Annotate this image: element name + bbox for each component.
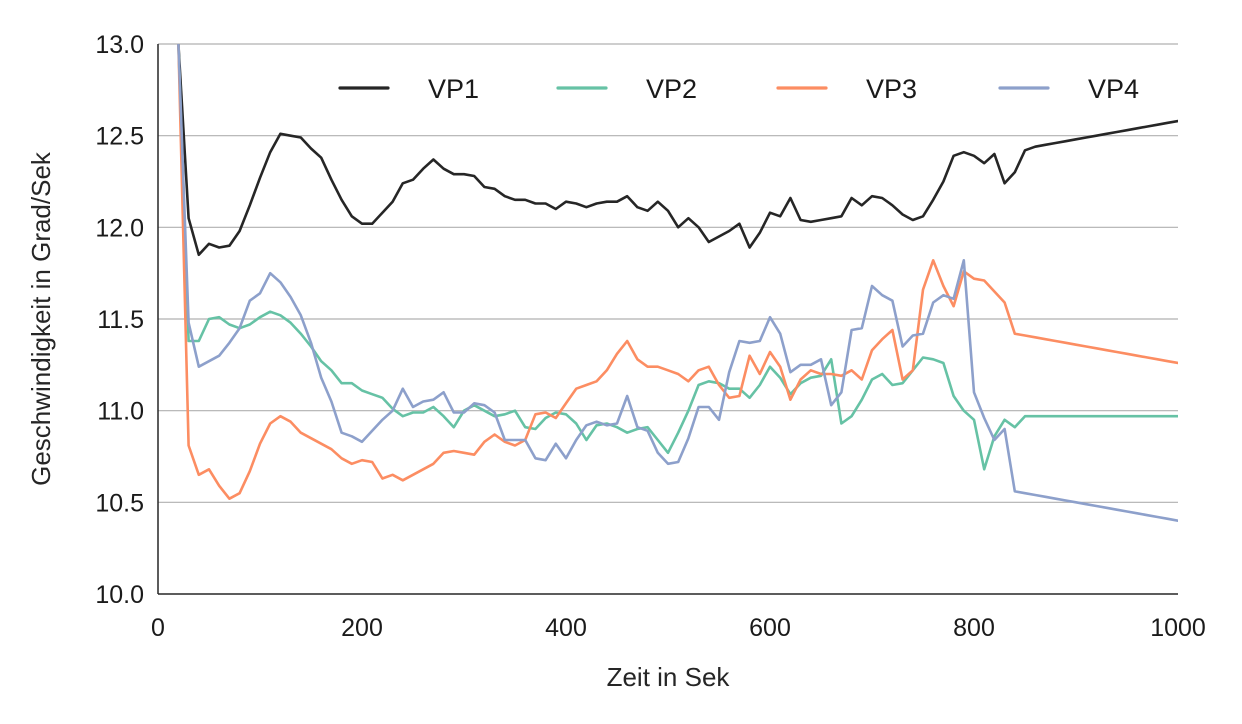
- y-tick-label: 11.0: [97, 398, 144, 426]
- x-tick-label: 600: [749, 614, 791, 642]
- x-tick-labels: 0 200 400 600 800 1000: [151, 614, 1206, 642]
- legend: VP1 VP2 VP3 VP4: [338, 74, 1139, 104]
- series-line-vp2: [177, 44, 1178, 471]
- grid: [158, 43, 1178, 503]
- y-tick-label: 12.0: [95, 214, 144, 242]
- x-tick-label: 400: [545, 614, 587, 642]
- x-axis-title: Zeit in Sek: [607, 662, 731, 692]
- y-tick-label: 11.5: [97, 306, 144, 334]
- y-axis-title: Geschwindigkeit in Grad/Sek: [26, 151, 56, 486]
- y-tick-labels: 10.0 10.5 11.0 11.5 12.0 12.5 13.0: [95, 31, 144, 609]
- x-tick-label: 0: [151, 614, 165, 642]
- series-line-vp4: [177, 44, 1178, 523]
- legend-label-vp1: VP1: [428, 74, 479, 104]
- legend-label-vp4: VP4: [1088, 74, 1139, 104]
- x-tick-label: 200: [341, 614, 383, 642]
- legend-label-vp3: VP3: [866, 74, 917, 104]
- series-line-vp1: [177, 44, 1178, 257]
- legend-label-vp2: VP2: [646, 74, 697, 104]
- y-tick-label: 10.5: [95, 489, 144, 517]
- series-group: [177, 44, 1178, 523]
- y-tick-label: 10.0: [95, 581, 144, 609]
- series-line-vp3: [177, 44, 1178, 501]
- x-tick-label: 800: [953, 614, 995, 642]
- y-tick-label: 13.0: [95, 31, 144, 59]
- y-tick-label: 12.5: [95, 123, 144, 151]
- axes: [157, 44, 1178, 595]
- x-tick-label: 1000: [1150, 614, 1206, 642]
